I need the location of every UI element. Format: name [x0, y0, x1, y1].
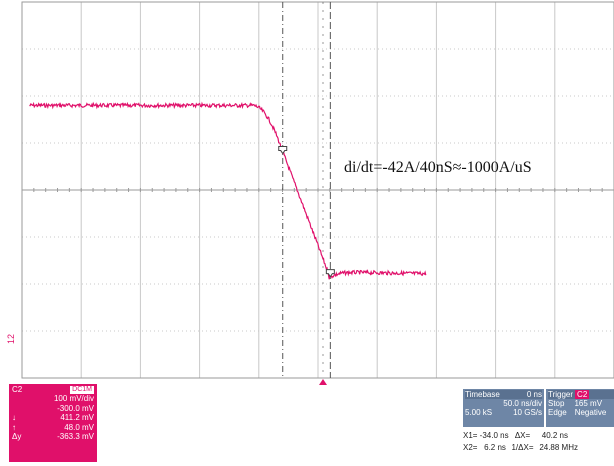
cursor-dy-label: Δy	[12, 432, 22, 442]
cursor-inv-dx-label: 1/ΔX=	[511, 443, 534, 452]
cursor-x2-marker-icon[interactable]	[325, 269, 335, 278]
cursor-x1-marker-icon[interactable]	[278, 146, 288, 155]
cursor-inv-dx-value: 24.88 MHz	[539, 443, 578, 452]
trigger-slope: Negative	[574, 408, 607, 417]
trigger-source: C2	[575, 390, 590, 399]
timebase-time-div: 50.0 ns/div	[503, 399, 542, 408]
timebase-title: Timebase	[465, 390, 500, 399]
channel-ground-label: 12	[6, 334, 16, 344]
cursor-readout: X1= -34.0 ns ΔX= 40.2 ns X2= 6.2 ns 1/ΔX…	[463, 430, 614, 458]
trigger-box[interactable]: Trigger C2 Stop 165 mV Edge Negative	[546, 389, 614, 427]
plot-frame	[21, 1, 614, 379]
timebase-rate: 10 GS/s	[513, 408, 542, 417]
cursor-lines	[282, 2, 331, 378]
trigger-position-marker-icon[interactable]	[319, 379, 327, 385]
timebase-trigger-panel[interactable]: Timebase 0 ns 50.0 ns/div 5.00 kS 10 GS/…	[463, 389, 614, 427]
timebase-samples: 5.00 kS	[465, 408, 493, 417]
trigger-mode: Stop	[548, 399, 565, 408]
cursor-markers	[278, 146, 335, 278]
channel-2-panel[interactable]: C2 DC1M 100 mV/div -300.0 mV ↓ 411.2 mV ↑…	[9, 384, 97, 462]
cursor-y1-label: ↓	[12, 413, 16, 423]
cursor-dy-value: -363.3 mV	[57, 432, 94, 442]
timebase-box[interactable]: Timebase 0 ns 50.0 ns/div 5.00 kS 10 GS/…	[463, 389, 544, 427]
cursor-x1-readout: X1= -34.0 ns	[463, 431, 509, 440]
channel-coupling-badge: DC1M	[70, 386, 94, 395]
cursor-dx-label: ΔX=	[514, 431, 531, 440]
cursor-y2-label: ↑	[12, 422, 16, 432]
channel-name: C2	[12, 385, 23, 394]
channel-volts-div: 100 mV/div	[53, 394, 94, 404]
didt-annotation: di/dt=-42A/40nS≈-1000A/uS	[344, 159, 532, 176]
channel-offset: -300.0 mV	[57, 403, 94, 413]
cursor-y2-value: 48.0 mV	[64, 422, 94, 432]
cursor-y1-value: 411.2 mV	[60, 413, 94, 423]
trigger-title: Trigger	[548, 390, 574, 399]
trigger-level: 165 mV	[574, 399, 603, 408]
trigger-type: Edge	[548, 408, 567, 417]
graticule-grid	[21, 1, 614, 379]
timebase-delay: 0 ns	[526, 390, 542, 399]
cursor-x2-readout: X2= 6.2 ns	[463, 443, 506, 452]
channel-2-trace	[29, 101, 427, 280]
cursor-dx-value: 40.2 ns	[541, 431, 568, 440]
